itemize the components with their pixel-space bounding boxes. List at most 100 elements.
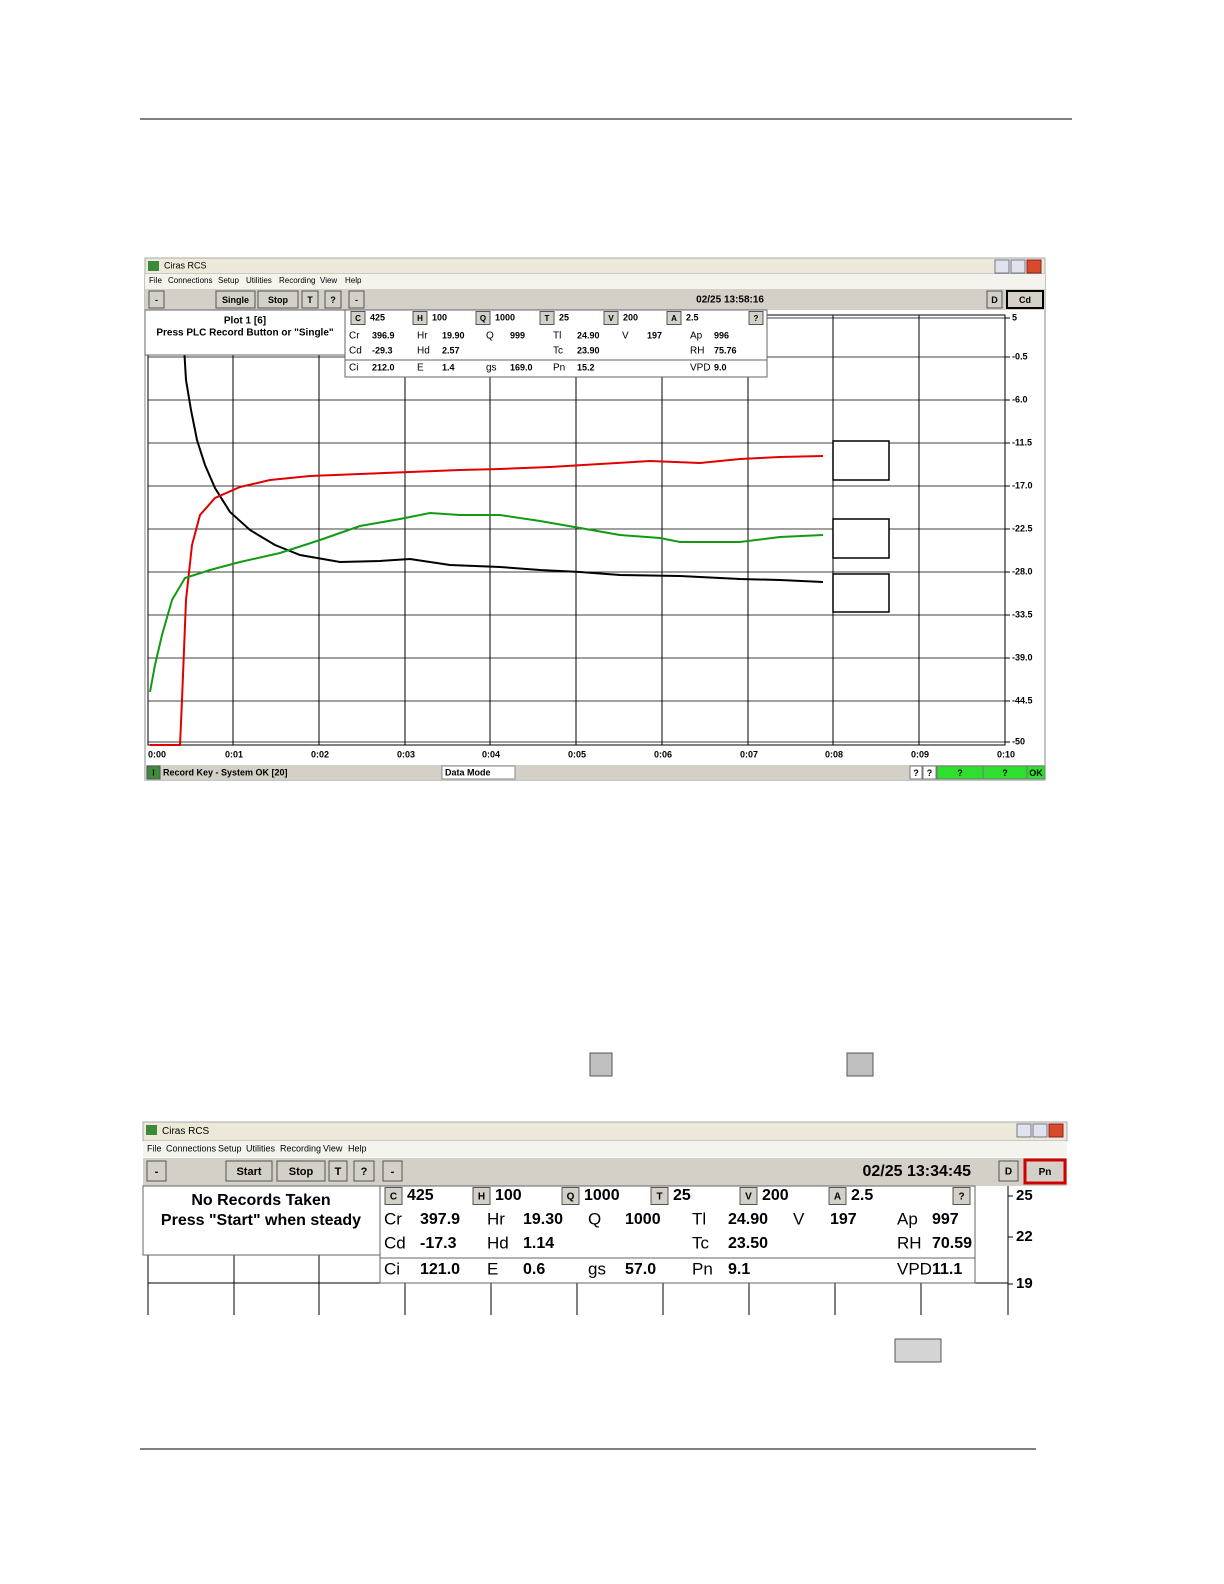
status-flag[interactable] [909,765,923,780]
setpoint-button[interactable] [384,1187,403,1205]
status-flag-label: ? [913,768,919,778]
toolbar-button[interactable] [353,1160,375,1182]
setpoint-button[interactable] [739,1187,758,1205]
setpoint-value: 1000 [584,1187,620,1204]
setpoint-button[interactable] [412,311,428,325]
setpoint-button-label: H [417,314,423,323]
setpoint-button[interactable] [475,311,491,325]
setpoint-button[interactable] [603,311,619,325]
title-bar [144,257,1046,275]
toolbar-button[interactable] [225,1160,273,1182]
setpoint-button[interactable] [828,1187,847,1205]
toolbar-button[interactable] [348,290,365,309]
reading-value: 996 [714,330,729,340]
menu-item: View [323,1143,343,1153]
toolbar-button-label: ? [330,295,336,305]
setpoint-button[interactable] [561,1187,580,1205]
close-button[interactable] [1048,1123,1064,1138]
status-instruction: Press "Start" when steady [161,1212,361,1229]
y-tick-label: 5 [1012,312,1017,322]
toolbar-button-label: Start [236,1166,261,1178]
setpoint-button-label: Q [480,314,486,323]
close-button[interactable] [1026,259,1042,274]
restore-button[interactable] [1010,259,1026,274]
toolbar-button-label: Stop [289,1166,314,1178]
reading-value: -17.3 [420,1235,457,1252]
parameter-button[interactable] [1023,1158,1067,1185]
reading-label: Ap [897,1209,918,1228]
toolbar-button[interactable] [328,1160,348,1182]
toolbar-button-label: T [307,295,313,305]
x-tick-label: 0:05 [568,749,586,759]
menu-item: Utilities [246,1143,276,1153]
reading-label: Ci [349,363,358,374]
restore-button[interactable] [1032,1123,1048,1138]
reading-value: 212.0 [372,362,395,372]
menu-item: Utilities [246,276,272,285]
setpoint-button-label: A [671,314,677,323]
reading-label: VPD [690,363,711,374]
toolbar-button[interactable] [324,290,342,309]
inline-button-icon [846,1052,874,1077]
reading-value: 75.76 [714,345,737,355]
reading-label: Tc [692,1233,710,1252]
toolbar-button[interactable] [257,290,299,309]
setpoint-button[interactable] [472,1187,491,1205]
status-panel [142,1185,381,1256]
help-button[interactable] [748,311,764,325]
toolbar-button[interactable] [146,1160,167,1182]
reading-value: 999 [510,330,525,340]
setpoint-button[interactable] [350,311,366,325]
menu-item: Help [348,1143,367,1153]
plot-instruction: Press PLC Record Button or "Single" [156,328,334,339]
reading-label: Ap [690,331,703,342]
reading-label: E [487,1259,498,1278]
setpoint-button[interactable] [650,1187,669,1205]
toolbar-button[interactable] [986,290,1003,309]
toolbar-button[interactable] [276,1160,326,1182]
menu-bar [143,1141,1067,1157]
parameter-button[interactable] [1006,290,1044,309]
reading-value: 70.59 [932,1235,972,1252]
reading-value: 23.50 [728,1235,768,1252]
minimize-button[interactable] [1016,1123,1032,1138]
setpoint-button-label: C [390,1192,397,1203]
toolbar-button[interactable] [215,290,256,309]
help-button-label: ? [754,314,759,323]
status-flag[interactable] [1026,765,1046,780]
menu-item: View [320,276,337,285]
parameter-button-label: Cd [1019,295,1031,305]
reading-label: Hr [487,1209,505,1228]
status-flag[interactable] [922,765,937,780]
setpoint-button-label: V [745,1192,752,1203]
setpoint-button[interactable] [539,311,555,325]
reading-label: Hd [487,1233,509,1252]
status-indicator[interactable] [146,765,161,780]
reading-label: Tl [692,1209,706,1228]
toolbar-button[interactable] [382,1160,403,1182]
setpoint-value: 25 [559,312,569,322]
toolbar-button-label: ? [361,1166,368,1178]
minimize-button[interactable] [994,259,1010,274]
reading-label: Q [486,331,494,342]
toolbar-button[interactable] [148,290,165,309]
status-flag-label: ? [927,768,933,778]
reading-value: 397.9 [420,1211,460,1228]
menu-item: Setup [218,276,239,285]
setpoint-value: 200 [762,1187,789,1204]
datetime: 02/25 13:58:16 [696,295,764,306]
y-tick-label: 22 [1016,1228,1033,1245]
toolbar-button-label: D [991,295,998,305]
reading-value: 9.1 [728,1261,750,1278]
help-button[interactable] [952,1187,971,1205]
toolbar-button-label: Single [222,295,249,305]
reading-label: Ci [384,1259,400,1278]
menu-item: Connections [168,276,212,285]
toolbar-button[interactable] [998,1160,1019,1182]
status-flag-label: OK [1029,768,1043,778]
y-tick-label: 19 [1016,1275,1033,1292]
x-tick-label: 0:06 [654,749,672,759]
status-field [441,765,516,780]
setpoint-button[interactable] [666,311,682,325]
toolbar-button[interactable] [301,290,319,309]
